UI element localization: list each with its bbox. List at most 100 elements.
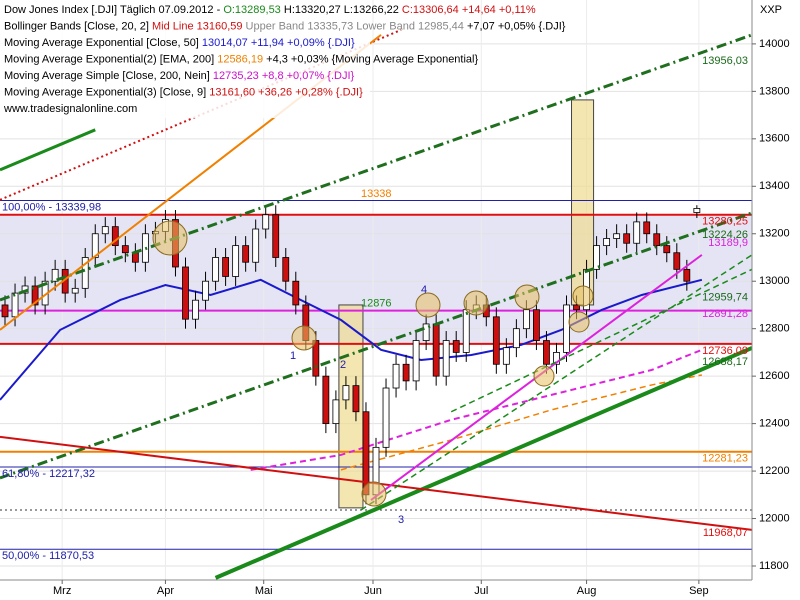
candle-body (502, 347, 510, 365)
legend-text: H:13320,27 L:13266,22 (281, 4, 399, 16)
highlight-circle (533, 365, 555, 387)
price-label: 13956,03 (702, 55, 748, 67)
candle-body (412, 340, 420, 382)
candle-body (392, 363, 400, 389)
legend-text: Bollinger Bands [Close, 20, 2] (4, 20, 152, 32)
highlight-circle (463, 290, 489, 316)
highlight-circle (572, 285, 594, 307)
candle-body (402, 363, 410, 382)
x-axis-panel (0, 580, 800, 600)
candle-body (563, 304, 570, 353)
y-tick-label: 12800 (759, 323, 790, 335)
candle-body (623, 233, 631, 244)
legend-text: Moving Average Simple [Close, 200, Nein] (4, 70, 213, 82)
legend-text: 13161,60 +36,26 +0,28% {.DJI} (209, 86, 363, 98)
x-tick-label: Jul (474, 585, 488, 597)
candle-body (492, 316, 500, 365)
highlight-circle (514, 284, 540, 310)
legend-text: www.tradesignalonline.com (3, 103, 137, 115)
annotation: 4 (421, 284, 427, 296)
candle-body (332, 399, 340, 425)
legend-text: O:13289,53 (223, 4, 281, 16)
legend-entry: Dow Jones Index [.DJI] Täglich 07.09.201… (4, 4, 536, 16)
y-tick-label: 13200 (759, 228, 790, 240)
axis-title: XXP (760, 4, 782, 16)
y-tick-label: 12600 (759, 370, 790, 382)
legend-entry: Moving Average Simple [Close, 200, Nein]… (4, 70, 355, 82)
candle-body (101, 226, 109, 235)
candle-body (202, 280, 209, 301)
candle-body (452, 340, 460, 353)
candle-body (603, 238, 611, 247)
candle-body (81, 257, 89, 289)
highlight-circle (415, 292, 441, 318)
candle-body (613, 233, 621, 239)
annotation: 3 (398, 514, 404, 526)
price-label: 12959,74 (702, 292, 748, 304)
candle-body (643, 221, 651, 235)
x-tick-label: Mrz (53, 585, 71, 597)
candle-body (653, 233, 661, 247)
legend-text: 12735,23 +8,8 +0,07% {.DJI} (213, 70, 355, 82)
fibonacci-label: 100,00% - 13339,98 (2, 201, 101, 213)
legend-text: Upper Band 13335,73 Lower Band 12985,44 (243, 20, 464, 32)
candle-body (71, 287, 79, 294)
legend-text: +7,07 +0,05% {.DJI} (464, 20, 566, 32)
candle-body (432, 323, 440, 377)
candle-body (683, 268, 691, 282)
candle-body (673, 252, 681, 270)
legend-text: Moving Average Exponential(2) [EMA, 200] (4, 53, 217, 65)
candle-body (693, 208, 701, 213)
candle-body (442, 340, 450, 377)
price-label: 12281,23 (702, 453, 748, 465)
candle-body (422, 323, 430, 341)
candle-body (533, 309, 540, 341)
candle-body (573, 304, 580, 311)
legend-entry: Moving Average Exponential [Close, 50] 1… (4, 37, 355, 49)
candle-body (593, 245, 600, 270)
candle-body (512, 328, 520, 349)
level-label: 13338 (361, 188, 392, 200)
candle-body (553, 352, 560, 365)
candle-body (663, 245, 671, 254)
candle-body (322, 375, 330, 425)
candle-body (633, 221, 641, 244)
legend-background (0, 0, 370, 118)
candle-body (462, 309, 470, 353)
candle-body (252, 228, 260, 263)
highlight-circle (568, 311, 590, 333)
candle-body (292, 280, 300, 306)
highlight-circle (152, 220, 188, 256)
x-tick-label: Sep (689, 585, 709, 597)
annotation: 2 (340, 359, 346, 371)
level-label: 12876 (361, 298, 392, 310)
candle-body (182, 266, 189, 320)
y-tick-label: 13000 (759, 275, 790, 287)
y-tick-label: 13800 (759, 85, 790, 97)
candle-body (523, 309, 530, 330)
fibonacci-label: 50,00% - 11870,53 (2, 550, 94, 562)
y-tick-label: 14000 (759, 38, 790, 50)
price-label: 12736,09 (702, 345, 748, 357)
price-label: 12688,17 (702, 356, 748, 368)
trendline (214, 346, 753, 580)
trendline (450, 268, 753, 413)
legend-text: 12586,19 (217, 53, 263, 65)
candle-body (352, 385, 360, 413)
trendline (360, 254, 753, 511)
legend-entry: Bollinger Bands [Close, 20, 2] Mid Line … (4, 20, 566, 32)
candle-body (382, 387, 390, 448)
legend-text: +4,3 +0,03% {Moving Average Exponential} (263, 53, 478, 65)
candle-body (91, 233, 99, 258)
candle-body (1, 304, 9, 318)
y-tick-label: 12000 (759, 512, 790, 524)
y-tick-label: 13600 (759, 133, 790, 145)
indicator-line (250, 348, 703, 471)
trendline (0, 33, 753, 302)
price-label: 13280,25 (702, 216, 748, 228)
candle-body (212, 257, 219, 282)
candle-body (31, 285, 39, 306)
candle-body (192, 299, 199, 320)
